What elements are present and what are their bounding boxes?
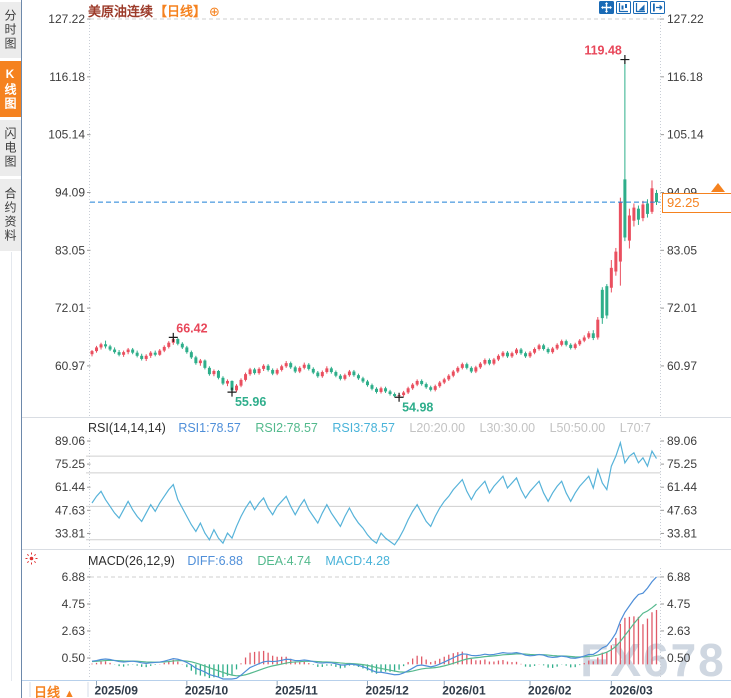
rsi-line <box>91 440 658 546</box>
svg-text:2025/11: 2025/11 <box>275 684 318 698</box>
price-axis-label: 72.01 <box>667 301 697 315</box>
macd-header: MACD(26,12,9) DIFF:6.88 DEA:4.74 MACD:4.… <box>88 554 390 568</box>
price-axis-label: 105.14 <box>48 128 85 142</box>
macd-dea-value: DEA:4.74 <box>257 554 311 568</box>
price-axis-label: 60.97 <box>667 359 697 373</box>
rsi3-value: RSI3:78.57 <box>332 421 395 435</box>
macd-axis-label: 0.50 <box>62 651 86 665</box>
price-axis-label: 94.09 <box>55 186 85 200</box>
current-price-badge: 92.25 <box>662 193 731 213</box>
period-label: 日线 <box>34 685 61 698</box>
svg-text:2026/02: 2026/02 <box>528 684 572 698</box>
sidebar-tab-label: 分时图 <box>3 9 17 51</box>
rsi-axis-label: 33.81 <box>667 526 697 540</box>
svg-text:2025/09: 2025/09 <box>95 684 139 698</box>
rsi-axis-label: 89.06 <box>55 434 85 448</box>
sidebar-tab-label: 合约资料 <box>3 187 17 243</box>
sidebar-tab-label: 闪电图 <box>3 127 17 169</box>
rsi-axis-label: 89.06 <box>667 434 697 448</box>
candlestick-series <box>90 59 658 398</box>
sidebar-divider <box>11 252 12 681</box>
extreme-price-label: 54.98 <box>402 400 433 414</box>
sidebar: 分时图 K线图 闪电图 合约资料 <box>0 0 22 698</box>
rsi-axis-label: 47.63 <box>55 503 85 517</box>
sidebar-tab-time-chart[interactable]: 分时图 <box>0 2 21 58</box>
sidebar-tab-contract-info[interactable]: 合约资料 <box>0 179 21 251</box>
scale-axis-icon[interactable] <box>633 1 648 14</box>
rsi-label: RSI(14,14,14) <box>88 421 166 435</box>
extreme-cross-marker <box>227 387 237 397</box>
price-axis-label: 116.18 <box>667 70 703 84</box>
rsi-axis-label: 61.44 <box>55 480 85 494</box>
extreme-cross-marker <box>394 392 404 402</box>
rsi2-value: RSI2:78.57 <box>255 421 318 435</box>
sidebar-tab-label: K线图 <box>3 67 17 111</box>
price-axis-label: 83.05 <box>55 243 85 257</box>
macd-diff-value: DIFF:6.88 <box>187 554 243 568</box>
zoom-range-icon[interactable] <box>616 1 631 14</box>
macd-axis-label: 2.63 <box>667 624 691 638</box>
symbol-name: 美原油连续 <box>88 4 154 19</box>
macd-axis-label: 6.88 <box>62 570 86 584</box>
rsi-l50: L50:50.00 <box>549 421 606 435</box>
svg-text:2026/01: 2026/01 <box>442 684 486 698</box>
chevron-up-icon: ▲ <box>64 688 75 698</box>
x-axis-labels: 2025/09 2025/10 2025/11 2025/12 2026/01 2026/… <box>95 681 653 698</box>
chart-title: 美原油连续【日线】 ⊕ <box>88 1 220 20</box>
rsi-axis-label: 61.44 <box>667 480 697 494</box>
rsi-l20: L20:20.00 <box>409 421 466 435</box>
extreme-price-label: 55.96 <box>235 395 266 409</box>
sidebar-tab-flash-chart[interactable]: 闪电图 <box>0 120 21 176</box>
svg-text:2025/12: 2025/12 <box>365 684 409 698</box>
macd-axis-label: 0.50 <box>667 651 691 665</box>
rsi-axis-label: 47.63 <box>667 503 697 517</box>
rsi-axis-label: 75.25 <box>667 457 697 471</box>
extreme-price-label: 119.48 <box>584 44 622 58</box>
crosshair-icon[interactable] <box>599 1 614 14</box>
rsi-axis-label: 75.25 <box>55 457 85 471</box>
price-axis-label: 105.14 <box>667 128 704 142</box>
macd-histogram <box>91 609 658 679</box>
macd-diff-line <box>91 576 657 680</box>
indicator-alert-icon[interactable] <box>25 552 38 565</box>
price-axis-label: 116.18 <box>49 70 85 84</box>
svg-text:2025/10: 2025/10 <box>185 684 229 698</box>
macd-axis-label: 4.75 <box>667 597 691 611</box>
exit-right-icon[interactable] <box>650 1 665 14</box>
price-axis-label: 83.05 <box>667 243 697 257</box>
price-axis-label: 127.22 <box>667 12 704 26</box>
price-axis-label: 60.97 <box>55 359 85 373</box>
rsi-header: RSI(14,14,14) RSI1:78.57 RSI2:78.57 RSI3… <box>88 421 651 435</box>
macd-label: MACD(26,12,9) <box>88 554 175 568</box>
period-tag[interactable]: 【日线】 <box>154 4 207 19</box>
macd-dea-line <box>91 603 657 677</box>
extreme-cross-marker <box>168 332 178 342</box>
extreme-cross-marker <box>620 55 630 65</box>
rsi-l30: L30:30.00 <box>479 421 536 435</box>
add-indicator-icon[interactable]: ⊕ <box>209 4 220 19</box>
extreme-price-label: 66.42 <box>176 321 207 335</box>
price-marker-arrow-icon <box>711 183 725 192</box>
macd-axis-label: 2.63 <box>62 624 86 638</box>
period-selector[interactable]: 日线 ▲ <box>34 682 75 698</box>
chart-toolbar <box>599 1 665 15</box>
rsi-axis-label: 33.81 <box>55 526 85 540</box>
price-axis-label: 127.22 <box>48 12 85 26</box>
rsi-l70: L70:7 <box>619 421 651 435</box>
macd-axis-label: 6.88 <box>667 570 691 584</box>
macd-axis-label: 4.75 <box>62 597 86 611</box>
sidebar-tab-kline-chart[interactable]: K线图 <box>0 61 21 117</box>
price-axis-label: 72.01 <box>55 301 85 315</box>
rsi1-value: RSI1:78.57 <box>178 421 241 435</box>
svg-text:2026/03: 2026/03 <box>609 684 653 698</box>
macd-macd-value: MACD:4.28 <box>325 554 390 568</box>
